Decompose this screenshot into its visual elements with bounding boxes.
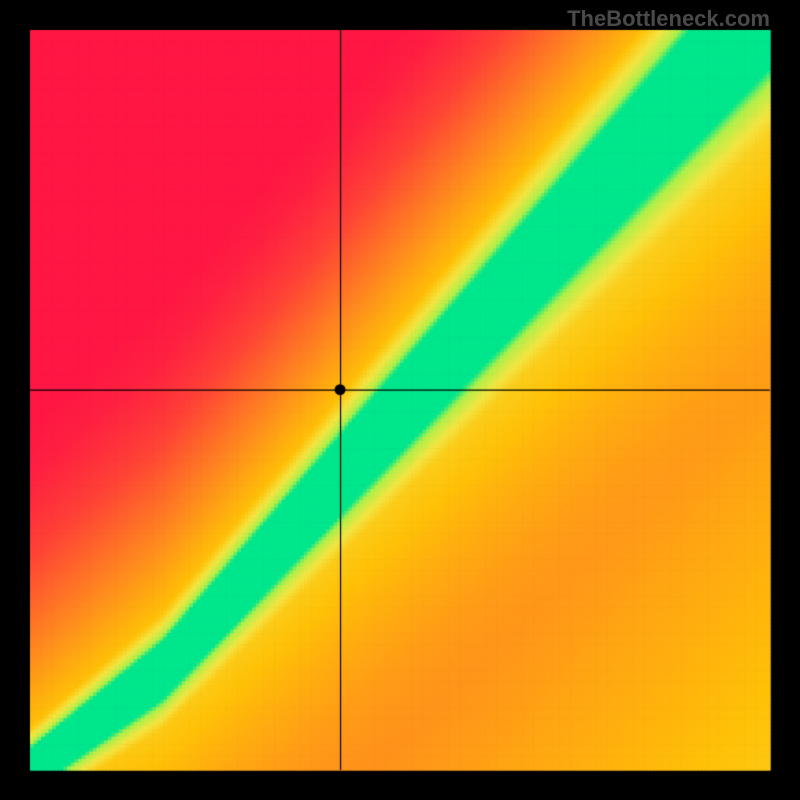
bottleneck-heatmap — [0, 0, 800, 800]
watermark-label: TheBottleneck.com — [567, 6, 770, 32]
